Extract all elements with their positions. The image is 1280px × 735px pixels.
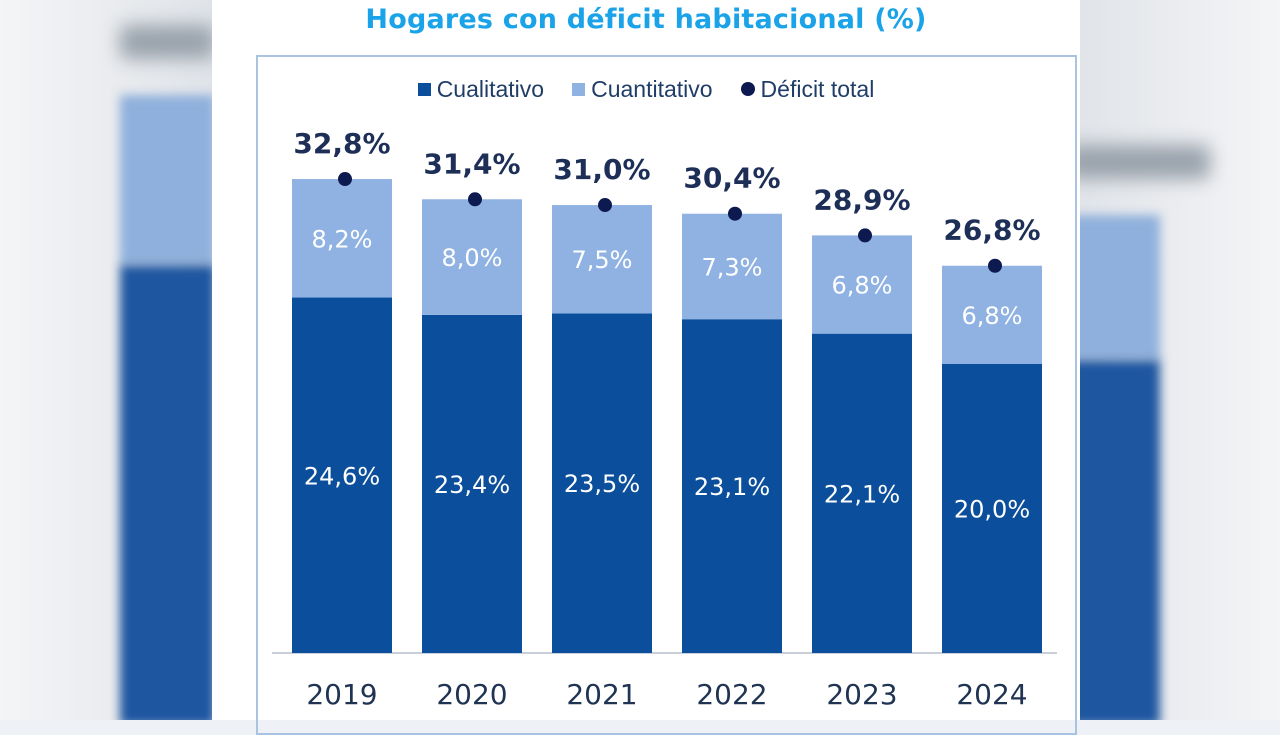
bar-cualitativo-2023 — [812, 333, 912, 653]
point-deficit-total-2024 — [988, 258, 1002, 273]
label-deficit-total-2024: 26,8% — [943, 214, 1040, 247]
bar-cualitativo-2024 — [942, 364, 1042, 653]
point-deficit-total-2019 — [338, 172, 352, 187]
blur-bar-light — [120, 95, 215, 265]
bar-cualitativo-2022 — [682, 319, 782, 653]
label-cualitativo-2024: 20,0% — [954, 496, 1030, 524]
chart-panel: Hogares con déficit habitacional (%) Cua… — [212, 0, 1080, 735]
x-tick-label-2022: 2022 — [696, 678, 767, 711]
label-cuantitativo-2021: 7,5% — [572, 246, 633, 274]
label-deficit-total-2019: 32,8% — [293, 127, 390, 160]
label-deficit-total-2021: 31,0% — [553, 153, 650, 186]
bar-cuantitativo-2023 — [812, 235, 912, 334]
label-cuantitativo-2019: 8,2% — [312, 225, 373, 253]
label-cuantitativo-2024: 6,8% — [962, 302, 1023, 330]
label-cuantitativo-2022: 7,3% — [702, 253, 763, 281]
label-cuantitativo-2023: 6,8% — [832, 272, 893, 300]
legend-swatch-cualitativo — [417, 82, 431, 96]
label-cualitativo-2023: 22,1% — [824, 480, 900, 508]
bar-cuantitativo-2024 — [942, 265, 1042, 364]
label-deficit-total-2023: 28,9% — [813, 183, 910, 216]
legend-item-deficit-total: Déficit total — [740, 75, 875, 103]
label-cuantitativo-2020: 8,0% — [442, 244, 503, 272]
point-deficit-total-2022 — [728, 206, 742, 221]
point-deficit-total-2021 — [598, 198, 612, 213]
legend-item-cualitativo: Cualitativo — [417, 75, 545, 103]
chart-title: Hogares con déficit habitacional (%) — [365, 4, 927, 35]
label-cualitativo-2022: 23,1% — [694, 473, 770, 501]
legend-dot-deficit-total — [740, 82, 755, 96]
label-deficit-total-2020: 31,4% — [423, 147, 520, 180]
blur-text — [1065, 145, 1210, 179]
point-deficit-total-2023 — [858, 228, 872, 243]
blur-text — [120, 25, 215, 59]
chart-plot: 24,6% 8,2% 32,8% 2019 23,4% 8,0% 31,4% 2020 23,5… — [272, 127, 1057, 711]
bar-cualitativo-2021 — [552, 313, 652, 653]
legend-item-cuantitativo: Cuantitativo — [572, 75, 713, 103]
label-deficit-total-2022: 30,4% — [683, 162, 780, 195]
x-tick-label-2021: 2021 — [566, 678, 637, 711]
legend-swatch-cuantitativo — [572, 82, 586, 96]
bar-cuantitativo-2022 — [682, 213, 782, 320]
blur-bar-dark — [1065, 360, 1160, 720]
background-right-blur — [1065, 0, 1280, 720]
chart-legend: Cualitativo Cuantitativo Déficit total — [212, 74, 1080, 104]
legend-label-deficit-total: Déficit total — [760, 75, 875, 102]
x-tick-label-2023: 2023 — [826, 678, 897, 711]
bar-cualitativo-2020 — [422, 314, 522, 653]
label-cualitativo-2021: 23,5% — [564, 470, 640, 498]
legend-label-cuantitativo: Cuantitativo — [591, 75, 713, 102]
bar-cuantitativo-2019 — [292, 179, 392, 298]
x-tick-label-2024: 2024 — [956, 678, 1027, 711]
x-tick-label-2020: 2020 — [436, 678, 507, 711]
blur-bar-light — [1065, 215, 1160, 360]
bar-cualitativo-2019 — [292, 297, 392, 653]
label-cualitativo-2019: 24,6% — [304, 462, 380, 490]
point-deficit-total-2020 — [468, 192, 482, 207]
bar-cuantitativo-2020 — [422, 199, 522, 315]
background-left-blur — [0, 0, 215, 720]
blur-bar-dark — [120, 265, 215, 720]
label-cualitativo-2020: 23,4% — [434, 471, 510, 499]
x-tick-label-2019: 2019 — [306, 678, 377, 711]
legend-label-cualitativo: Cualitativo — [436, 75, 545, 102]
bar-cuantitativo-2021 — [552, 205, 652, 314]
